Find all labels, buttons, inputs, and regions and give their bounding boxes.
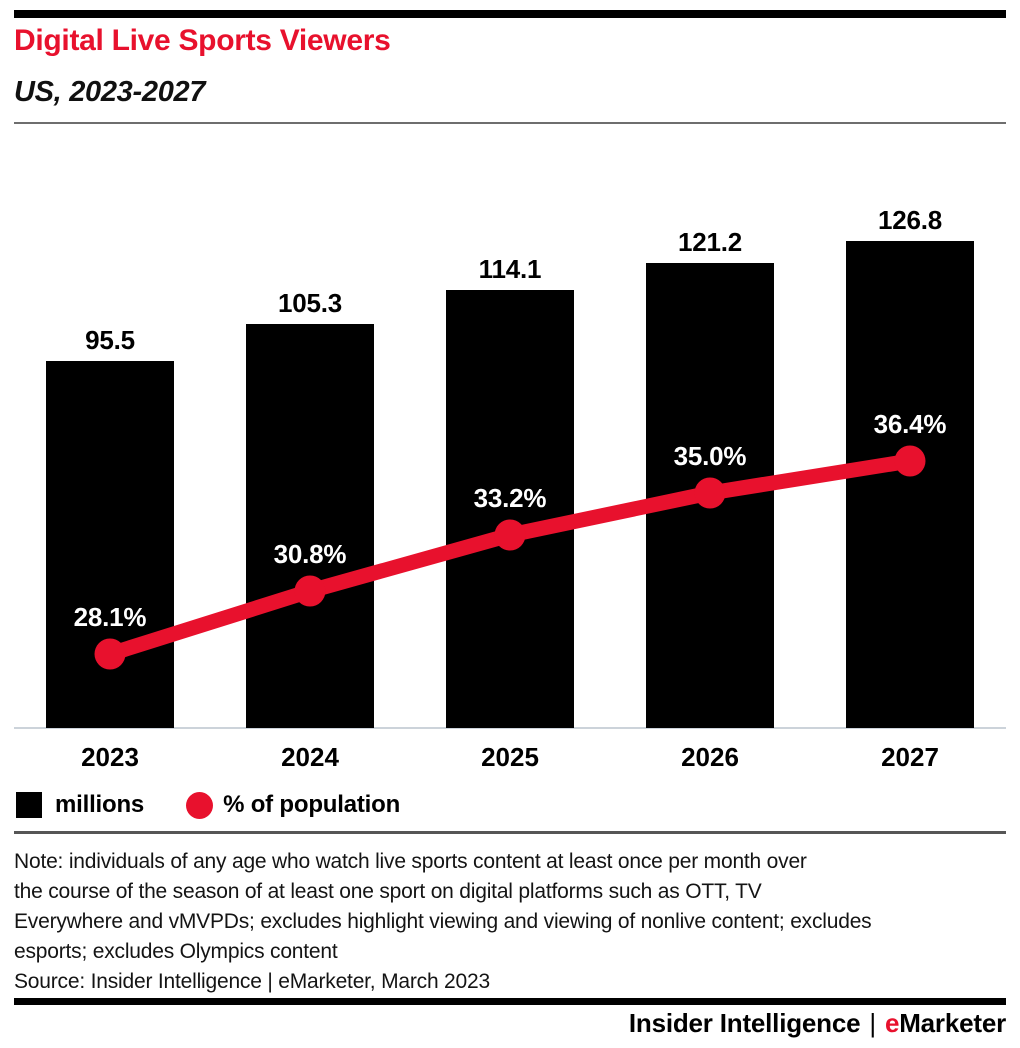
percent-label-2024: 30.8% xyxy=(273,539,347,569)
chart-subtitle: US, 2023-2027 xyxy=(14,76,206,108)
note-divider xyxy=(14,831,1006,834)
bar-value-label-2025: 114.1 xyxy=(478,254,542,284)
footer-emarketer-rest: Marketer xyxy=(899,1008,1006,1038)
percent-label-2023: 28.1% xyxy=(73,602,147,632)
header-divider xyxy=(14,122,1006,124)
bottom-accent-bar xyxy=(14,998,1006,1005)
footer-insider-intelligence: Insider Intelligence xyxy=(628,1008,861,1038)
bar-value-label-2023: 95.5 xyxy=(85,325,135,355)
percent-point-2023 xyxy=(94,638,126,670)
top-accent-bar xyxy=(14,10,1006,18)
footer-separator: | xyxy=(869,1008,876,1038)
x-axis-label-2024: 2024 xyxy=(281,742,339,772)
note-line: Note: individuals of any age who watch l… xyxy=(14,850,807,873)
source-line: Source: Insider Intelligence | eMarketer… xyxy=(14,970,490,993)
plot-area: 95.5 105.3 114.1 121.2 126.8 28.1% 30.8% 33.2% 3… xyxy=(0,125,1020,728)
percent-point-2025 xyxy=(494,519,526,551)
percent-label-2025: 33.2% xyxy=(473,483,547,513)
note-line: Everywhere and vMVPDs; excludes highligh… xyxy=(14,910,872,933)
x-axis-label-2025: 2025 xyxy=(481,742,539,772)
legend-line-swatch xyxy=(186,791,214,819)
percent-of-population-line xyxy=(94,445,926,670)
bar-value-label-2027: 126.8 xyxy=(877,205,943,235)
bar-2024 xyxy=(246,324,374,728)
footer-emarketer-e: e xyxy=(884,1008,900,1038)
x-axis-label-2027: 2027 xyxy=(881,742,939,772)
bar-value-label-2024: 105.3 xyxy=(277,288,343,318)
footer-brand: Insider Intelligence | eMarketer xyxy=(629,1008,1006,1039)
bar-value-label-2026: 121.2 xyxy=(677,227,743,257)
chart-title: Digital Live Sports Viewers xyxy=(14,24,391,57)
x-axis-label-2023: 2023 xyxy=(81,742,139,772)
percent-label-2027: 36.4% xyxy=(873,409,947,439)
x-axis-label-2026: 2026 xyxy=(681,742,739,772)
legend-bar-swatch xyxy=(16,792,42,818)
percent-point-2027 xyxy=(894,445,926,477)
x-axis-line xyxy=(14,727,1006,729)
bar-2025 xyxy=(446,290,574,728)
bar-2027 xyxy=(846,241,974,728)
legend-line-label: % of population xyxy=(223,791,401,818)
percent-label-2026: 35.0% xyxy=(673,441,747,471)
note-line: esports; excludes Olympics content xyxy=(14,940,338,963)
percent-point-2024 xyxy=(294,575,326,607)
legend-bar-label: millions xyxy=(55,791,145,818)
note-block: Note: individuals of any age who watch l… xyxy=(14,847,1014,997)
note-line: the course of the season of at least one… xyxy=(14,880,762,903)
legend: millions % of population xyxy=(16,790,400,820)
percent-point-2026 xyxy=(694,477,726,509)
